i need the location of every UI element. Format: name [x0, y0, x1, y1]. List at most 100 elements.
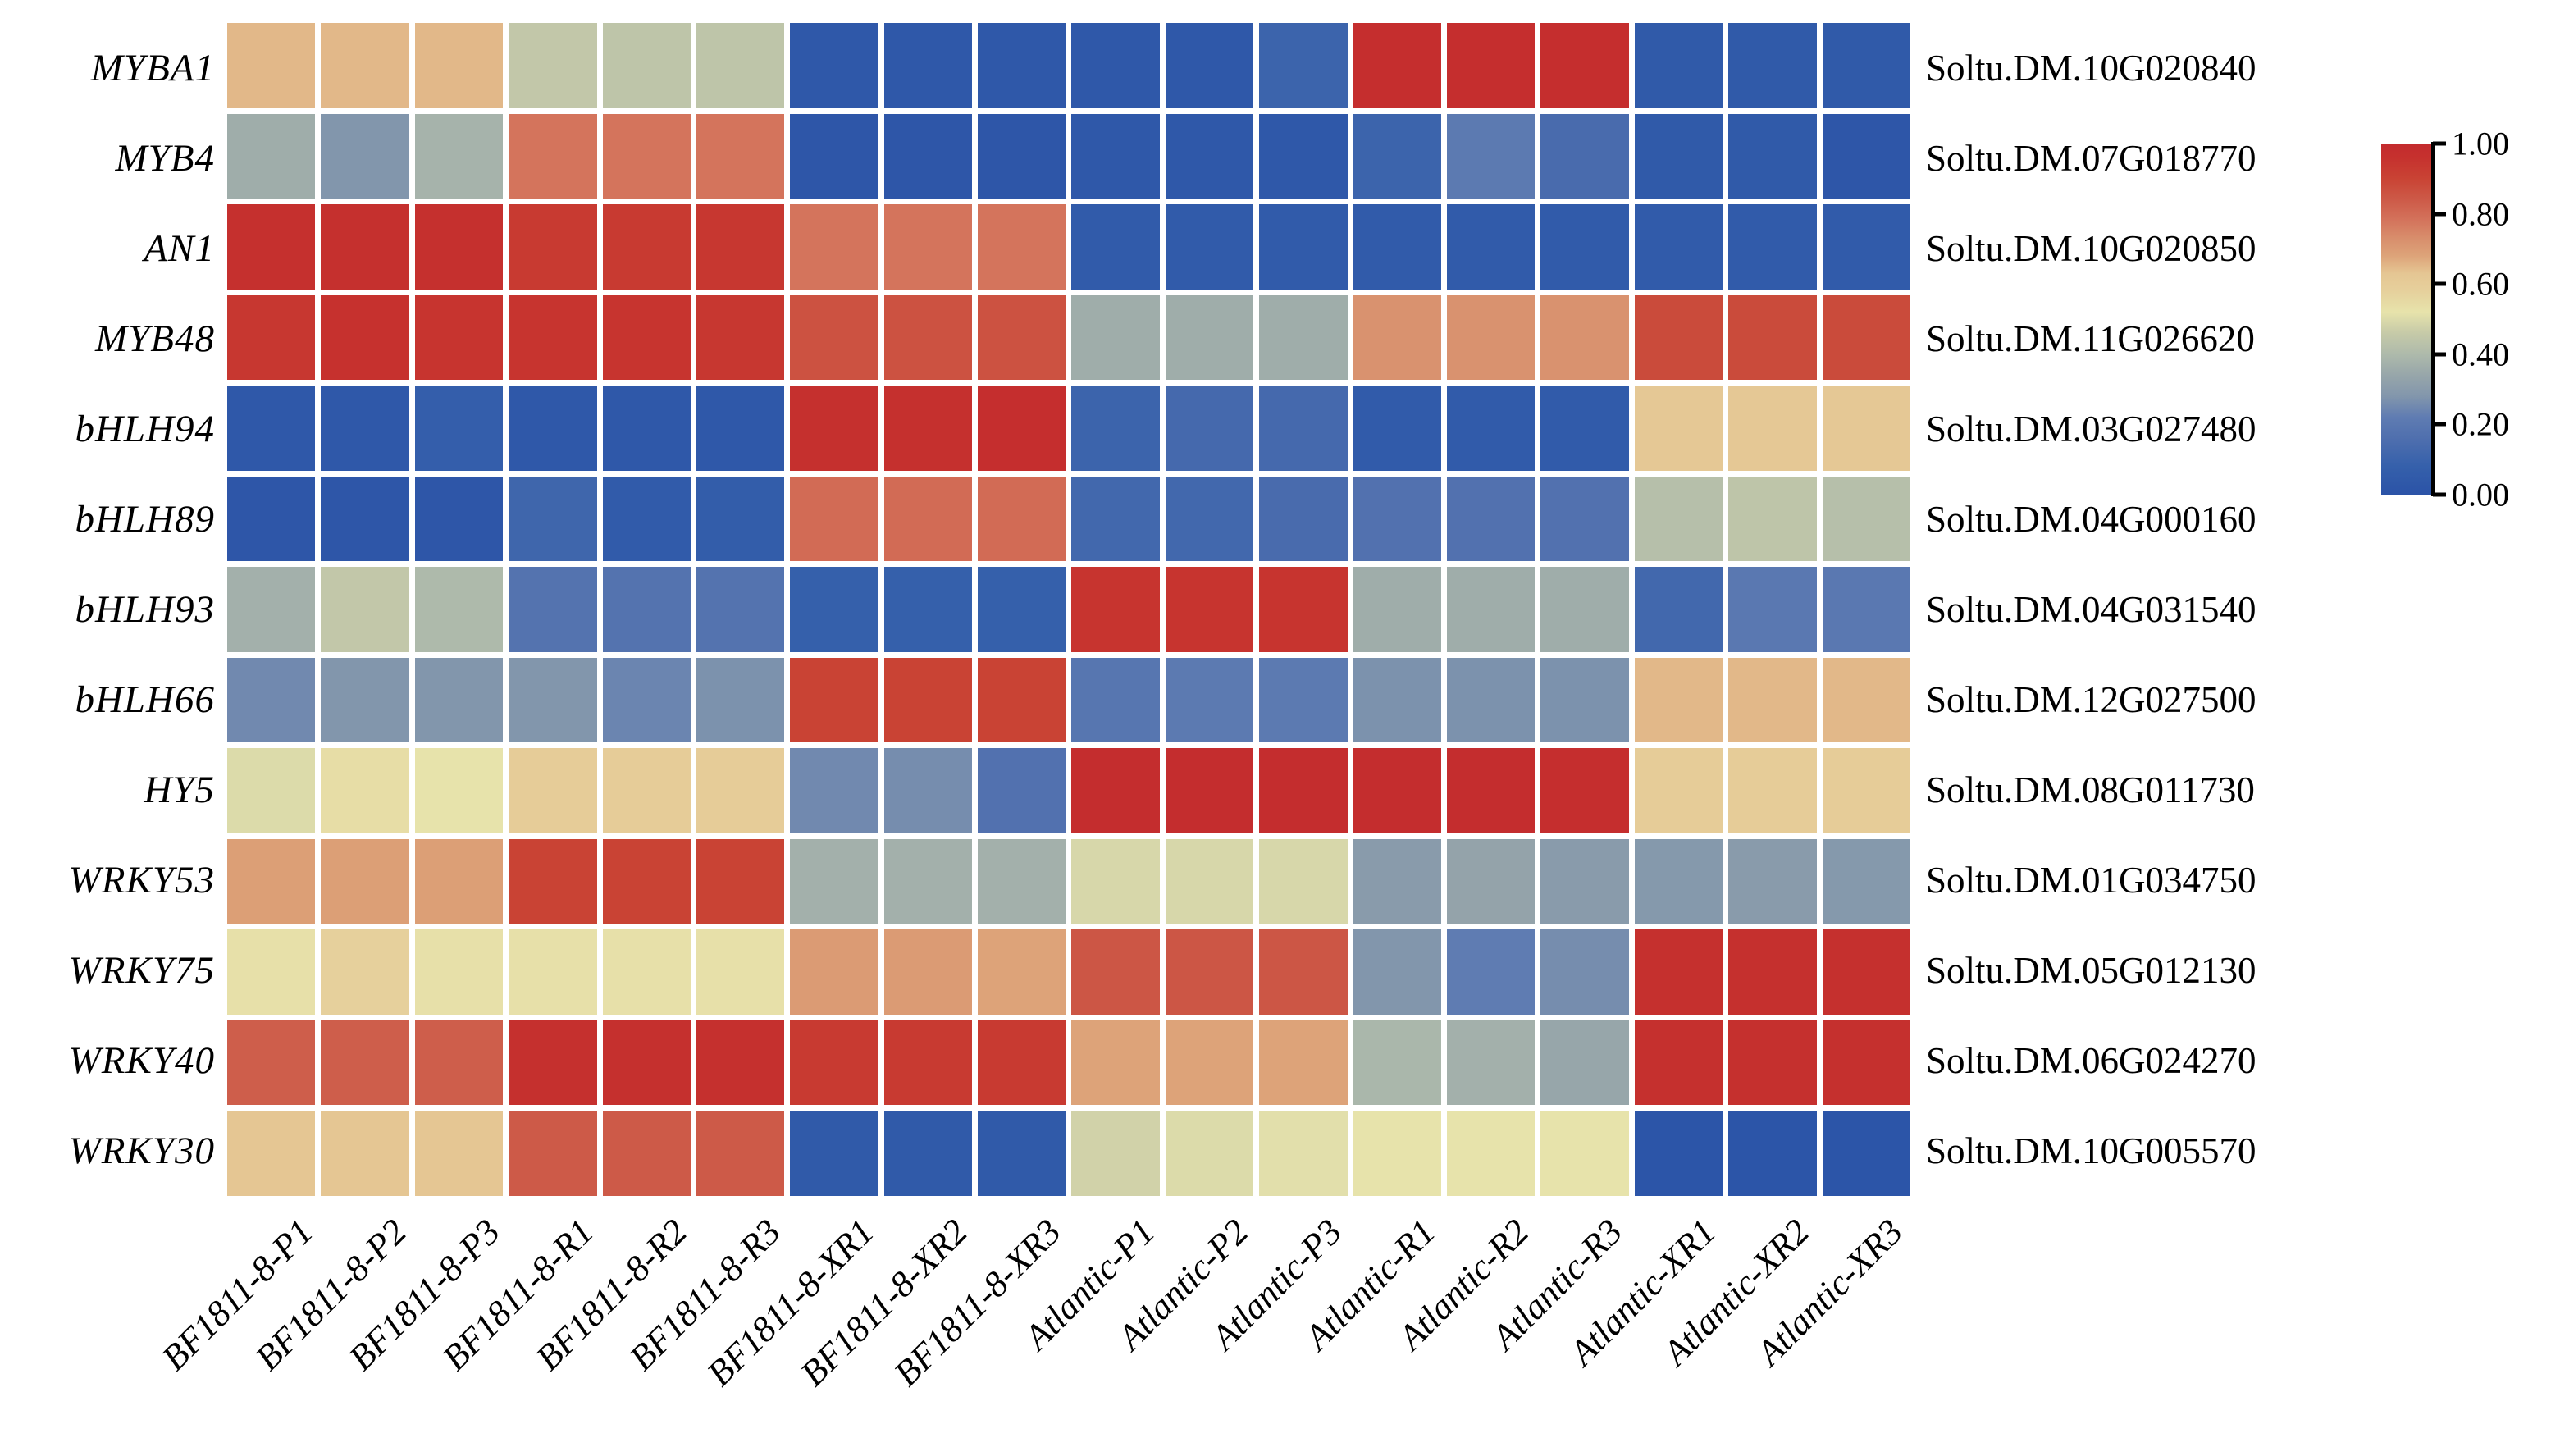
- heatmap-cell: [1728, 929, 1817, 1015]
- row-label-gene-name: WRKY53: [68, 859, 215, 901]
- heatmap-cell: [1728, 1111, 1817, 1196]
- heatmap-cell: [1353, 294, 1442, 381]
- colorbar-tick: [2433, 212, 2446, 217]
- heatmap-cell: [321, 1111, 409, 1196]
- heatmap-cell: [227, 294, 316, 381]
- heatmap-cell: [1353, 204, 1442, 290]
- heatmap-cell: [1353, 929, 1442, 1015]
- heatmap-cell: [321, 476, 409, 562]
- heatmap-cell: [509, 929, 597, 1015]
- heatmap-cell: [1540, 23, 1629, 108]
- heatmap-cell: [1634, 748, 1723, 833]
- heatmap-cell: [509, 567, 597, 652]
- heatmap-cell: [227, 476, 316, 562]
- heatmap-cell: [1259, 23, 1348, 108]
- gene-id-label: Soltu.DM.04G000160: [1926, 499, 2257, 540]
- heatmap-cell: [1165, 23, 1254, 108]
- heatmap-cell: [883, 204, 973, 290]
- heatmap-cell: [696, 657, 785, 743]
- gene-id-label: Soltu.DM.03G027480: [1926, 409, 2257, 450]
- heatmap-cell: [1447, 204, 1536, 290]
- heatmap-cell: [227, 204, 316, 290]
- heatmap-cell: [414, 567, 504, 652]
- heatmap-cell: [1634, 929, 1723, 1015]
- heatmap-cell: [602, 748, 691, 833]
- heatmap-cell: [227, 386, 316, 471]
- heatmap-cell: [1822, 386, 1910, 471]
- gene-id-label: Soltu.DM.05G012130: [1926, 950, 2257, 991]
- heatmap-cell: [1728, 748, 1817, 833]
- heatmap-cell: [1634, 657, 1723, 743]
- heatmap-cell: [1822, 838, 1910, 924]
- heatmap-cell: [1634, 1111, 1723, 1196]
- heatmap-cell: [696, 294, 785, 381]
- heatmap-cell: [978, 929, 1066, 1015]
- heatmap-cell: [1071, 204, 1160, 290]
- heatmap-cell: [1259, 113, 1348, 199]
- heatmap-cell: [414, 929, 504, 1015]
- heatmap-cell: [1165, 386, 1254, 471]
- colorbar-tick: [2433, 422, 2446, 427]
- heatmap-cell: [1071, 386, 1160, 471]
- heatmap-cell: [1540, 294, 1629, 381]
- heatmap-cell: [883, 294, 973, 381]
- heatmap-cell: [1259, 748, 1348, 833]
- gene-id-label: Soltu.DM.10G020840: [1926, 48, 2257, 89]
- heatmap-cell: [1540, 929, 1629, 1015]
- heatmap-cell: [602, 476, 691, 562]
- row-label-gene-name: HY5: [144, 769, 215, 811]
- heatmap-cell: [321, 1020, 409, 1106]
- heatmap-cell: [978, 838, 1066, 924]
- heatmap-cell: [1259, 1020, 1348, 1106]
- heatmap-cell: [978, 23, 1066, 108]
- heatmap-cell: [509, 294, 597, 381]
- heatmap-cell: [978, 113, 1066, 199]
- heatmap-cell: [696, 23, 785, 108]
- heatmap-cell: [227, 23, 316, 108]
- heatmap-cell: [1353, 23, 1442, 108]
- heatmap-cell: [1447, 838, 1536, 924]
- heatmap-cell: [696, 476, 785, 562]
- colorbar-gradient: [2381, 144, 2432, 495]
- heatmap-cell: [696, 386, 785, 471]
- heatmap-cell: [227, 929, 316, 1015]
- heatmap-cell: [978, 657, 1066, 743]
- heatmap-cell: [1071, 567, 1160, 652]
- heatmap-cell: [509, 204, 597, 290]
- heatmap-cell: [1259, 476, 1348, 562]
- heatmap-cell: [1822, 567, 1910, 652]
- heatmap-cell: [1447, 294, 1536, 381]
- heatmap-cell: [1071, 929, 1160, 1015]
- heatmap-cell: [790, 657, 878, 743]
- heatmap-cell: [1728, 23, 1817, 108]
- heatmap-cell: [883, 113, 973, 199]
- heatmap-cell: [227, 113, 316, 199]
- heatmap-cell: [1634, 294, 1723, 381]
- heatmap-cell: [602, 23, 691, 108]
- heatmap-cell: [1728, 476, 1817, 562]
- heatmap-cell: [978, 1020, 1066, 1106]
- heatmap-cell: [321, 657, 409, 743]
- colorbar-tick: [2433, 281, 2446, 286]
- gene-id-label: Soltu.DM.07G018770: [1926, 138, 2257, 179]
- heatmap-cell: [1353, 476, 1442, 562]
- heatmap-cell: [414, 1020, 504, 1106]
- heatmap-cell: [790, 567, 878, 652]
- colorbar-tick: [2433, 352, 2446, 357]
- heatmap-cell: [790, 294, 878, 381]
- heatmap-cell: [1447, 1020, 1536, 1106]
- heatmap-cell: [1071, 294, 1160, 381]
- row-label-gene-name: bHLH93: [75, 588, 215, 631]
- heatmap-cell: [414, 386, 504, 471]
- heatmap-cell: [414, 838, 504, 924]
- heatmap-cell: [696, 113, 785, 199]
- heatmap-cell: [1728, 657, 1817, 743]
- heatmap-cell: [790, 386, 878, 471]
- gene-id-label: Soltu.DM.11G026620: [1926, 318, 2255, 359]
- heatmap-cell: [1634, 113, 1723, 199]
- heatmap-cell: [602, 1020, 691, 1106]
- colorbar-tick-label: 0.20: [2452, 405, 2509, 443]
- heatmap-cell: [696, 748, 785, 833]
- heatmap-cell: [1259, 657, 1348, 743]
- row-label-gene-name: WRKY40: [68, 1039, 215, 1082]
